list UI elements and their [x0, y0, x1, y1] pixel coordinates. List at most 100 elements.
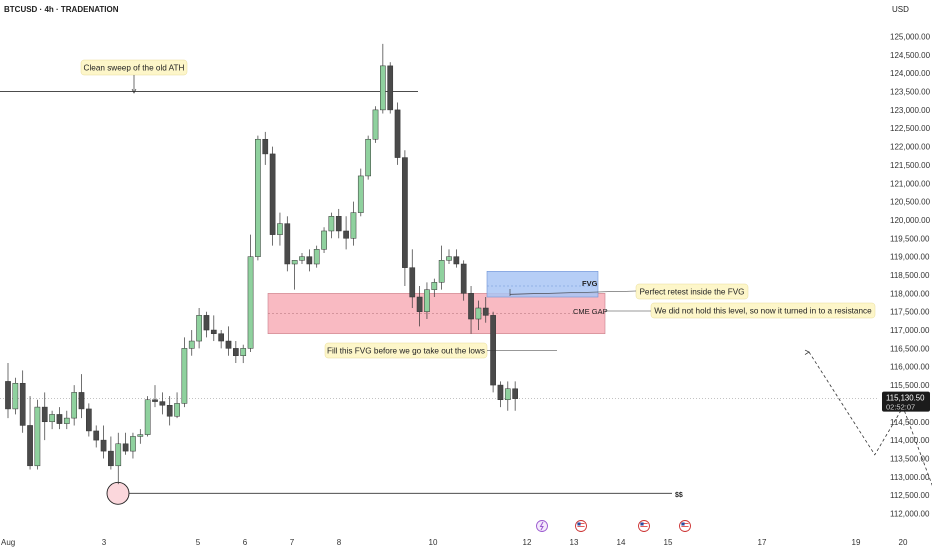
- price-tick-label: 116,000.00: [890, 363, 930, 372]
- us-flag-event[interactable]: [638, 520, 650, 532]
- zones: [267, 271, 606, 335]
- lightning-icon: [539, 521, 544, 531]
- candle: [56, 407, 63, 430]
- candle-body-up: [313, 249, 320, 265]
- candle: [233, 341, 239, 364]
- currency-label: USD: [892, 5, 909, 14]
- price-axis[interactable]: 125,000.00 124,500.00 124,000.00 123,500.00…: [882, 33, 931, 519]
- ath-pointer-head: [131, 88, 137, 94]
- flag-stripe: [640, 524, 648, 526]
- candle: [166, 396, 173, 426]
- retest-note-box: [635, 283, 749, 300]
- candle: [108, 436, 114, 470]
- candle: [269, 146, 276, 246]
- candle: [468, 286, 474, 334]
- candle: [159, 392, 166, 415]
- flag-stripe: [640, 527, 648, 529]
- flag-ring: [575, 520, 587, 532]
- flag-canton: [681, 522, 685, 526]
- candle: [188, 330, 195, 356]
- candle-body-up: [130, 436, 136, 452]
- annotations: Clean sweep of the old ATH Perfect retest…: [80, 59, 876, 499]
- candle-body-up: [34, 406, 41, 467]
- candle-body-down: [306, 256, 313, 265]
- candle: [299, 252, 305, 264]
- flag-canton: [640, 522, 644, 526]
- resistance-note: We did not hold this level, so now it tu…: [650, 302, 876, 319]
- us-flag-event[interactable]: [575, 520, 587, 532]
- candle: [343, 216, 349, 250]
- candle: [357, 168, 364, 217]
- candle-body-up: [255, 138, 261, 257]
- candle-body-up: [357, 175, 364, 213]
- price-tick-label: 114,500.00: [890, 418, 930, 427]
- candle-body-down: [482, 307, 489, 316]
- candle-body-down: [225, 340, 232, 349]
- candle-body-up: [431, 282, 438, 290]
- candle-body-up: [299, 256, 305, 261]
- candle: [328, 212, 335, 239]
- candle-body-down: [86, 408, 92, 432]
- crypto-event-icon[interactable]: [536, 520, 548, 532]
- candle: [416, 286, 423, 327]
- current-price-tag: [882, 391, 930, 412]
- time-tick-label: 19: [852, 538, 861, 547]
- candle-body-down: [122, 443, 129, 452]
- candle: [196, 308, 202, 349]
- candle: [255, 135, 261, 261]
- candle-body-up: [424, 289, 430, 312]
- candle-body-down: [460, 263, 467, 294]
- candle: [504, 381, 511, 411]
- candle: [100, 425, 107, 459]
- us-flag-event[interactable]: [679, 520, 691, 532]
- candle-body-up: [372, 109, 379, 140]
- candle: [27, 396, 33, 470]
- price-tick-label: 116,500.00: [890, 344, 930, 353]
- candle-body-down: [166, 405, 173, 417]
- candle: [490, 311, 496, 393]
- candle: [203, 311, 210, 338]
- candle: [218, 330, 225, 349]
- flag-stripe: [681, 527, 689, 529]
- candle-body-up: [12, 382, 19, 410]
- candle-body-down: [512, 388, 518, 399]
- fill-note: Fill this FVG before we go take out the …: [324, 342, 488, 359]
- fill-note-text: Fill this FVG before we go take out the …: [327, 347, 485, 356]
- levels: [0, 91, 878, 505]
- event-markers[interactable]: [536, 520, 691, 532]
- candle: [446, 249, 452, 264]
- candle-body-up: [181, 348, 188, 404]
- candle-body-down: [203, 315, 210, 331]
- price-tick-label: 117,000.00: [890, 326, 930, 335]
- candle-body-down: [497, 384, 504, 401]
- candle: [497, 381, 504, 408]
- time-axis[interactable]: Aug3567810121314151719202122242627: [1, 538, 932, 547]
- candle-body-up: [277, 223, 283, 235]
- candle: [240, 344, 247, 364]
- candle-body-down: [284, 223, 291, 265]
- candle-body-up: [174, 403, 180, 417]
- price-tick-label: 118,000.00: [890, 289, 930, 298]
- symbol-title: BTCUSD · 4h · TRADENATION: [4, 5, 119, 14]
- candle-body-down: [416, 296, 423, 312]
- candle-body-up: [71, 392, 78, 419]
- price-tick-label: 113,500.00: [890, 454, 930, 463]
- candle: [277, 212, 283, 246]
- price-tick-label: 124,500.00: [890, 51, 931, 60]
- price-tick-label: 123,000.00: [890, 106, 931, 115]
- candle-body-up: [446, 256, 452, 261]
- time-tick-label: 5: [196, 538, 201, 547]
- candle: [174, 392, 180, 419]
- time-tick-label: 8: [337, 538, 342, 547]
- flag-ring: [638, 520, 650, 532]
- candle: [137, 429, 144, 444]
- candle-countdown: 02:52:07: [886, 403, 915, 412]
- candle: [321, 227, 327, 253]
- candles: [5, 43, 518, 485]
- candle-body-down: [218, 333, 225, 342]
- candle-body-down: [159, 401, 166, 406]
- candle-body-down: [343, 230, 349, 239]
- time-tick-label: 3: [102, 538, 107, 547]
- candle: [122, 432, 129, 455]
